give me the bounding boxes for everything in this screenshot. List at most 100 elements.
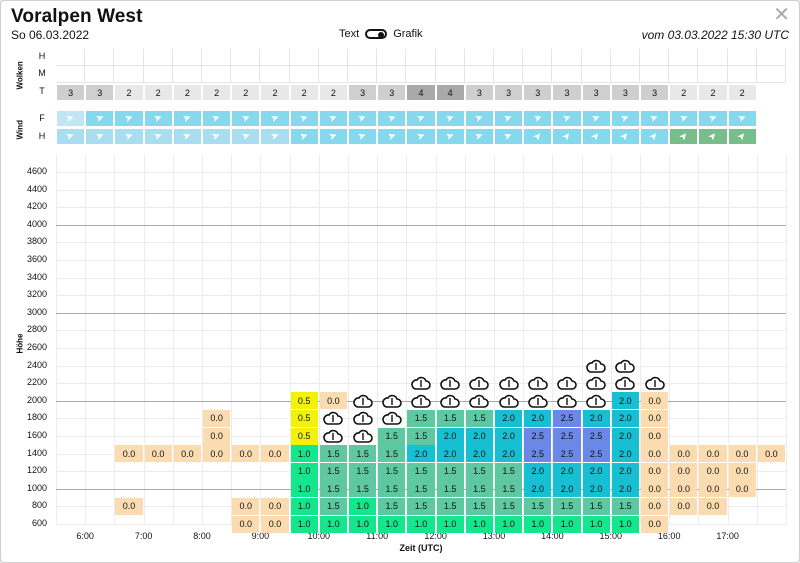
wind-cell: ➤ <box>552 128 582 145</box>
y-tick-label: 3200 <box>26 289 47 300</box>
y-tick-label: 4200 <box>26 201 47 212</box>
wind-cell: ➤ <box>377 110 407 127</box>
cloud-cell <box>172 49 202 66</box>
wind-cell: ➤ <box>669 110 699 127</box>
cloud-cell <box>202 49 232 66</box>
wind-arrow-icon: ➤ <box>210 129 223 144</box>
lift-cell: 1.5 <box>407 480 435 498</box>
cloud-icon <box>494 374 523 392</box>
mode-graphic-label[interactable]: Grafik <box>393 28 423 40</box>
wind-arrow-icon: ➤ <box>648 111 661 126</box>
grid-row-line <box>56 295 786 297</box>
cloud-cell <box>727 66 757 83</box>
wind-arrow-icon: ➤ <box>707 111 719 126</box>
wind-arrow-icon: ➤ <box>676 129 691 144</box>
lift-cell: 2.0 <box>436 445 464 463</box>
wind-cell: ➤ <box>698 128 728 145</box>
lift-cell: 1.5 <box>465 462 493 480</box>
wind-arrow-icon: ➤ <box>356 111 369 126</box>
lift-cell: 1.5 <box>319 445 347 463</box>
wind-arrow-icon: ➤ <box>561 111 573 126</box>
cloud-cell <box>610 49 640 66</box>
grid-col-line <box>640 155 641 525</box>
close-icon[interactable]: ✕ <box>773 4 790 26</box>
lift-cell: 2.0 <box>407 445 435 463</box>
wind-arrow-icon: ➤ <box>473 129 486 144</box>
lift-cell: 1.5 <box>378 462 406 480</box>
wind-arrow-icon: ➤ <box>618 129 633 144</box>
wind-arrow-icon: ➤ <box>152 111 165 126</box>
lift-cell: 1.5 <box>378 427 406 445</box>
cloud-icon <box>319 427 348 445</box>
view-toggle-switch[interactable] <box>365 29 388 39</box>
wind-arrow-icon: ➤ <box>385 129 398 144</box>
lift-cell: 1.0 <box>349 497 377 515</box>
wind-cell: ➤ <box>464 110 494 127</box>
y-tick-label: 3000 <box>26 306 47 317</box>
cloud-icon <box>406 374 435 392</box>
wind-arrow-icon: ➤ <box>239 111 252 126</box>
lift-cell: 2.0 <box>465 445 493 463</box>
cloud-cell <box>85 49 115 66</box>
grid-col-line <box>85 155 87 525</box>
lift-cell: 0.0 <box>641 409 669 427</box>
cloud-low-cell: 2 <box>289 84 319 101</box>
grid-row-line <box>56 365 786 367</box>
lift-cell: 1.5 <box>495 462 523 480</box>
cloud-low-cell: 2 <box>669 84 699 101</box>
cloud-cell <box>348 49 378 66</box>
lift-cell: 2.0 <box>495 409 523 427</box>
lift-cell: 2.0 <box>582 462 610 480</box>
y-tick-label: 4400 <box>26 183 47 194</box>
mode-text-label[interactable]: Text <box>339 28 360 40</box>
wind-arrow-icon: ➤ <box>415 129 427 144</box>
y-tick-label: 3800 <box>26 236 47 247</box>
lift-cell: 0.0 <box>261 515 289 533</box>
grid-col-line <box>348 155 349 525</box>
lift-cell: 1.0 <box>553 515 581 533</box>
x-tick-label: 12:00 <box>424 531 447 541</box>
wind-row-label: F <box>39 113 45 123</box>
wind-cell: ➤ <box>348 110 378 127</box>
grid-col-line <box>202 155 203 525</box>
cloud-cell <box>377 66 407 83</box>
wind-cell: ➤ <box>523 128 553 145</box>
lift-cell: 1.0 <box>465 515 493 533</box>
cloud-cell <box>552 66 582 83</box>
grid-row-line <box>56 172 786 173</box>
lift-cell: 1.5 <box>436 409 464 427</box>
wind-cell: ➤ <box>172 110 202 127</box>
lift-cell: 2.0 <box>611 462 639 480</box>
cloud-cell <box>669 49 699 66</box>
cloud-icon <box>552 392 581 410</box>
lift-cell: 2.0 <box>524 462 552 480</box>
grid-col-line <box>114 155 116 525</box>
lift-cell: 0.0 <box>232 515 260 533</box>
wind-arrow-icon: ➤ <box>736 111 749 126</box>
cloud-icon <box>465 392 494 410</box>
wind-cell: ➤ <box>202 110 232 127</box>
wind-cell: ➤ <box>494 110 524 127</box>
wind-arrow-icon: ➤ <box>444 111 457 126</box>
lift-cell: 0.0 <box>261 445 289 463</box>
x-tick-label: 17:00 <box>716 531 739 541</box>
lift-cell: 2.0 <box>582 480 610 498</box>
lift-cell: 2.5 <box>524 427 552 445</box>
cloud-cell <box>494 49 524 66</box>
cloud-row-label: H <box>38 51 46 61</box>
wind-arrow-icon: ➤ <box>327 111 340 126</box>
x-tick-label: 7:00 <box>134 531 153 541</box>
wind-cell: ➤ <box>494 128 524 145</box>
lift-cell: 0.0 <box>670 480 698 498</box>
lift-cell: 1.5 <box>465 409 493 427</box>
lift-cell: 0.0 <box>728 480 756 498</box>
grid-col-line <box>494 155 495 525</box>
y-tick-label: 2200 <box>26 377 47 388</box>
wind-cell: ➤ <box>406 128 436 145</box>
wind-cell: ➤ <box>581 128 611 145</box>
wind-cell: ➤ <box>406 110 436 127</box>
wind-cell: ➤ <box>640 110 670 127</box>
y-tick-label: 1000 <box>26 482 47 493</box>
lift-cell: 2.5 <box>524 445 552 463</box>
cloud-low-cell: 3 <box>581 84 611 101</box>
